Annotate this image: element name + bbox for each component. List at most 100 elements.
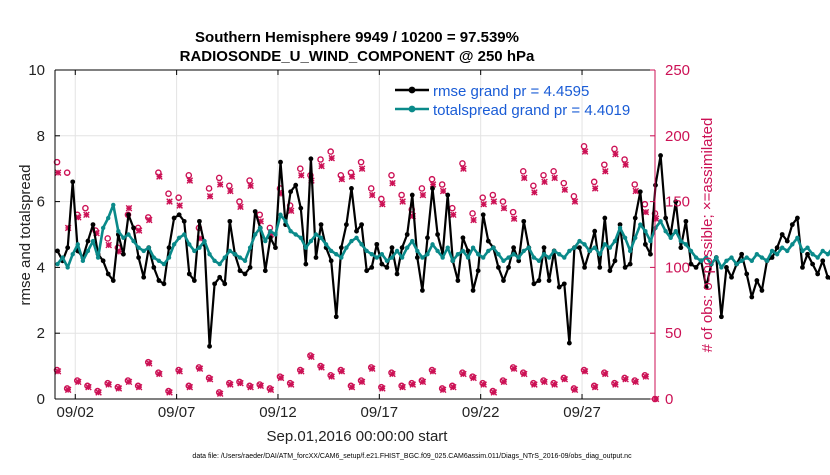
rmse-point: [810, 262, 815, 267]
obs-assimilated-point: [136, 384, 142, 390]
totalspread-point: [496, 252, 500, 256]
y-tick-label-right: 50: [665, 325, 682, 342]
totalspread-point: [770, 249, 774, 253]
totalspread-point: [202, 239, 206, 243]
totalspread-point: [71, 252, 75, 256]
rmse-point: [288, 189, 293, 194]
obs-assimilated-point: [76, 379, 82, 385]
rmse-point: [253, 209, 258, 214]
y-tick-label-left: 4: [37, 259, 45, 276]
totalspread-point: [197, 245, 201, 249]
obs-assimilated-point: [55, 369, 61, 375]
obs-assimilated-point: [228, 382, 234, 388]
rmse-legend-label: rmse grand pr = 4.4595: [433, 83, 589, 100]
obs-assimilated-point: [55, 170, 61, 176]
totalspread-point: [638, 222, 642, 226]
totalspread-point: [172, 242, 176, 246]
rmse-point: [111, 278, 116, 283]
totalspread-point: [552, 249, 556, 253]
totalspread-point: [157, 259, 161, 263]
totalspread-point: [131, 239, 135, 243]
rmse-point: [243, 272, 248, 277]
obs-assimilated-point: [187, 178, 193, 184]
totalspread-point: [299, 236, 303, 240]
obs-assimilated-point: [572, 387, 578, 393]
totalspread-point: [734, 262, 738, 266]
rmse-point: [354, 229, 359, 234]
y-tick-label-right: 150: [665, 194, 690, 211]
obs-assimilated-point: [582, 369, 588, 375]
rmse-point: [415, 255, 420, 260]
rmse-point: [506, 265, 511, 270]
rmse-point: [744, 272, 749, 277]
totalspread-point: [724, 259, 728, 263]
obs-assimilated-point: [491, 199, 497, 205]
y-tick-label-right: 200: [665, 128, 690, 145]
obs-assimilated-point: [511, 216, 517, 222]
totalspread-point: [598, 252, 602, 256]
totalspread-point: [516, 255, 520, 259]
totalspread-point: [375, 255, 379, 259]
totalspread-point: [775, 252, 779, 256]
rmse-point: [486, 239, 491, 244]
rmse-point: [445, 193, 450, 198]
rmse-point: [156, 278, 161, 283]
rmse-point: [461, 235, 466, 240]
x-tick-label: 09/12: [259, 404, 297, 421]
rmse-point: [724, 265, 729, 270]
rmse-point: [182, 219, 187, 224]
plot-background: [55, 70, 655, 399]
rmse-point: [192, 278, 197, 283]
obs-assimilated-point: [633, 188, 639, 194]
rmse-point: [653, 183, 658, 188]
obs-assimilated-point: [451, 212, 457, 218]
rmse-point: [298, 206, 303, 211]
rmse-point: [542, 245, 547, 250]
rmse-point: [825, 275, 830, 280]
rmse-point: [805, 252, 810, 257]
rmse-point: [501, 278, 506, 283]
obs-assimilated-point: [521, 175, 527, 181]
totalspread-point: [273, 232, 277, 236]
chart-title: Southern Hemisphere 9949 / 10200 = 97.53…: [195, 29, 519, 46]
rmse-point: [101, 258, 106, 263]
totalspread-point: [238, 255, 242, 259]
rmse-point: [455, 278, 460, 283]
rmse-point: [293, 183, 298, 188]
obs-assimilated-point: [146, 217, 152, 223]
rmse-point: [658, 153, 663, 158]
totalspread-point: [162, 262, 166, 266]
totalspread-point: [805, 245, 809, 249]
rmse-point: [800, 265, 805, 270]
rmse-point: [577, 245, 582, 250]
rmse-point: [91, 222, 96, 227]
totalspread-point: [572, 245, 576, 249]
obs-assimilated-point: [288, 208, 294, 214]
totalspread-point: [694, 255, 698, 259]
rmse-point: [521, 219, 526, 224]
rmse-point: [197, 219, 202, 224]
totalspread-point: [729, 255, 733, 259]
obs-assimilated-point: [116, 386, 122, 392]
obs-assimilated-point: [349, 384, 355, 390]
rmse-point: [633, 216, 638, 221]
rmse-point: [557, 285, 562, 290]
obs-assimilated-point: [592, 186, 598, 192]
obs-assimilated-point: [65, 387, 71, 393]
totalspread-point: [207, 252, 211, 256]
totalspread-point: [354, 236, 358, 240]
totalspread-point: [177, 236, 181, 240]
totalspread-point: [582, 242, 586, 246]
totalspread-point: [603, 242, 607, 246]
rmse-point: [760, 288, 765, 293]
y-axis-label-left: rmse and totalspread: [17, 165, 34, 306]
totalspread-point: [141, 249, 145, 253]
totalspread-point: [147, 245, 151, 249]
rmse-point: [597, 265, 602, 270]
obs-assimilated-point: [552, 382, 558, 388]
rmse-point: [694, 265, 699, 270]
obs-assimilated-point: [106, 242, 112, 248]
totalspread-point: [658, 219, 662, 223]
totalspread-point: [339, 255, 343, 259]
